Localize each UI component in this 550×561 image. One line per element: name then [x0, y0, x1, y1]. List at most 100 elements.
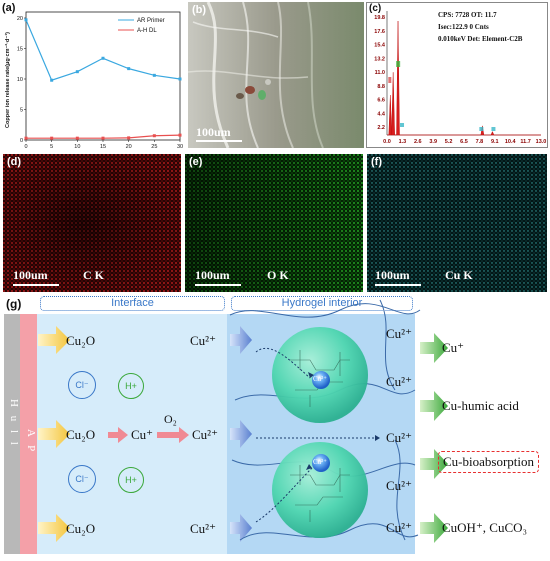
hydrogel-header: Hydrogel interior [231, 296, 413, 311]
y-tick-label: 15.4 [374, 43, 386, 49]
output-cuplus: Cu⁺ [442, 340, 465, 355]
element-label: O K [267, 268, 289, 282]
output-arrow [420, 333, 448, 363]
copper-bead [312, 454, 330, 472]
bead-label: Cu²⁺ [313, 375, 327, 383]
x-tick-label: 10 [74, 144, 80, 150]
x-tick-label: 15 [100, 144, 106, 150]
data-point [101, 56, 105, 60]
data-point [152, 73, 156, 77]
x-tick-label: 13.0 [536, 139, 547, 145]
hull-layer: H u l l [4, 314, 20, 554]
copper-bead [312, 371, 330, 389]
data-point [50, 136, 54, 140]
data-point [152, 134, 156, 138]
panel-label-b: (b) [192, 4, 207, 16]
cu2o-label: Cu₂O [66, 427, 96, 442]
x-tick-label: 30 [177, 144, 183, 150]
cu2plus-label: Cu²⁺ [192, 427, 218, 442]
panel-label-e: (e) [189, 156, 203, 168]
ap-label: A P [25, 429, 37, 455]
eds-map-c: (d) 100um C K [3, 154, 181, 292]
peak-marker [491, 127, 496, 131]
eds-map-o: (e) 100um O K [185, 154, 363, 292]
legend-entry: AR Primer [137, 18, 165, 24]
release-arrow [38, 514, 70, 542]
x-tick-label: 6.5 [460, 139, 468, 145]
x-tick-label: 2.6 [414, 139, 422, 145]
output-arrow [420, 391, 448, 421]
peak-marker [479, 127, 484, 131]
x-tick-label: 0 [24, 144, 27, 150]
data-point [127, 136, 131, 140]
scale-bar-text: 100um [196, 125, 231, 139]
y-tick-label: 13.2 [374, 56, 385, 62]
element-label: Cu K [445, 268, 473, 282]
release-rate-chart: Copper ion release rate(μg·cm⁻²·d⁻¹) 0 5 1… [4, 11, 183, 150]
output-bioabsorption: Cu-bioabsorption [438, 451, 539, 473]
cu2o-label: Cu₂O [66, 333, 96, 348]
release-arrow [38, 326, 70, 354]
y-tick-label: 19.8 [374, 15, 385, 21]
x-tick-label: 11.7 [520, 139, 530, 145]
data-point [178, 77, 182, 81]
scale-bar [196, 140, 242, 142]
hull-label: H u l l [8, 399, 20, 448]
element-label: C K [83, 268, 104, 282]
chloride-ion: Cl⁻ [68, 371, 96, 399]
release-arrow [38, 420, 70, 448]
cu2plus-label: Cu²⁺ [386, 430, 412, 445]
data-point [101, 136, 105, 140]
x-tick-label: 7.8 [476, 139, 484, 145]
cuplus-label: Cu⁺ [131, 427, 154, 442]
cu2plus-label: Cu²⁺ [386, 326, 412, 341]
y-tick-label: 5 [20, 108, 23, 114]
scale-bar [13, 284, 59, 286]
proton-ion: H+ [118, 373, 144, 399]
data-point [24, 136, 28, 140]
data-point [75, 136, 79, 140]
eds-info-line: 0.010keV Det: Element-C2B [438, 35, 523, 43]
diffusion-arrow [230, 326, 252, 354]
scheme-graphics [38, 299, 448, 543]
y-tick-label: 10 [17, 77, 23, 83]
x-tick-label: 1.3 [399, 139, 407, 145]
data-point [24, 18, 28, 22]
peak-marker [388, 77, 392, 83]
sem-image: (b) 100um [188, 2, 364, 148]
x-tick-label: 3.9 [429, 139, 437, 145]
y-axis-label: Copper ion release rate(μg·cm⁻²·d⁻¹) [4, 32, 11, 128]
proton-ion: H+ [118, 467, 144, 493]
cu2plus-label: Cu²⁺ [190, 333, 216, 348]
panel-label-g: (g) [6, 297, 22, 311]
oxidation-arrow [108, 427, 128, 443]
oxidation-arrow [157, 427, 189, 443]
eds-info-line: CPS: 7728 OT: 11.7 [438, 11, 497, 19]
y-tick-label: 8.8 [377, 84, 385, 90]
scale-bar-text: 100um [195, 268, 230, 282]
y-tick-label: 6.6 [377, 98, 385, 104]
x-tick-label: 25 [151, 144, 157, 150]
eds-info-line: Isec:122.9 0 Cnts [438, 23, 489, 31]
legend-entry: A-H DL [137, 28, 157, 34]
bead-label: Cu²⁺ [313, 458, 327, 466]
panel-label-a: (a) [2, 2, 16, 14]
eds-info: CPS: 7728 OT: 11.7 Isec:122.9 0 Cnts 0.0… [438, 9, 522, 45]
data-point [75, 70, 79, 74]
y-tick-label: 11.0 [375, 70, 385, 76]
diffusion-arrow [230, 514, 252, 542]
panel-label-f: (f) [371, 156, 382, 168]
ap-layer: A P [20, 314, 37, 554]
data-point [50, 78, 54, 82]
eds-spectrum: 19.8 17.6 15.4 13.2 11.0 8.8 6.6 4.4 2.2 0.0 1.3 2.… [374, 11, 547, 145]
spectrum-trace [387, 20, 541, 136]
panel-label-c: (c) [369, 3, 382, 14]
data-point [178, 133, 182, 137]
o2-label: O₂ [164, 412, 177, 426]
output-humic: Cu-humic acid [442, 398, 519, 413]
output-arrow [420, 513, 448, 543]
scale-bar [195, 284, 241, 286]
x-tick-label: 9.1 [491, 139, 499, 145]
data-point [127, 67, 131, 71]
diffusion-arrow [230, 420, 252, 448]
